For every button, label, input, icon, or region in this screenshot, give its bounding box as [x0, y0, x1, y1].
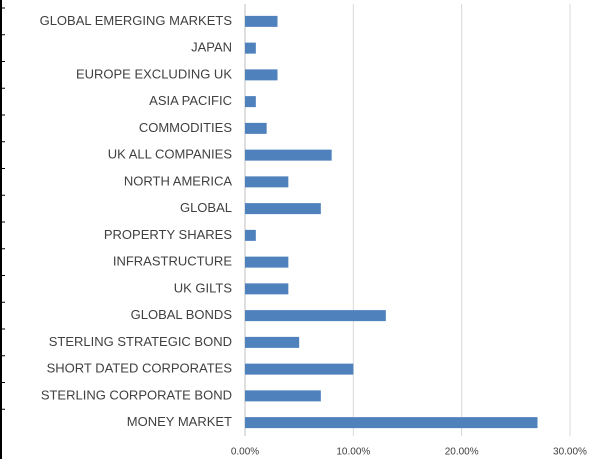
y-tick-label: COMMODITIES [139, 120, 232, 135]
bar [245, 363, 354, 375]
bar [245, 96, 256, 108]
y-tick-label: SHORT DATED CORPORATES [47, 361, 233, 376]
bar [245, 390, 321, 402]
y-tick-label: UK ALL COMPANIES [108, 147, 233, 162]
bar [245, 256, 289, 268]
y-tick-label: ASIA PACIFIC [149, 93, 232, 108]
y-tick-label: MONEY MARKET [127, 414, 232, 429]
bar [245, 229, 256, 241]
bar [245, 69, 278, 81]
y-tick-label: GLOBAL EMERGING MARKETS [40, 13, 233, 28]
bar [245, 203, 321, 215]
y-tick-label: GLOBAL [180, 200, 232, 215]
y-tick-label: NORTH AMERICA [124, 173, 232, 188]
bar [245, 176, 289, 188]
y-tick-label: INFRASTRUCTURE [113, 254, 232, 269]
x-tick-label: 30.00% [553, 447, 587, 458]
bar [245, 310, 386, 322]
y-tick-label: STERLING CORPORATE BOND [41, 387, 232, 402]
bar [245, 122, 267, 134]
y-tick-label: STERLING STRATEGIC BOND [49, 334, 232, 349]
y-tick-label: EUROPE EXCLUDING UK [76, 66, 232, 81]
x-tick-label: 20.00% [445, 447, 479, 458]
x-tick-label: 0.00% [231, 447, 259, 458]
bar [245, 15, 278, 27]
y-tick-label: JAPAN [191, 40, 232, 55]
bar [245, 336, 300, 348]
bar [245, 42, 256, 54]
bar [245, 283, 289, 295]
y-tick-label: GLOBAL BONDS [131, 307, 233, 322]
bar [245, 417, 538, 429]
y-tick-label: PROPERTY SHARES [104, 227, 232, 242]
y-tick-label: UK GILTS [174, 280, 233, 295]
x-tick-label: 10.00% [336, 447, 370, 458]
bar [245, 149, 332, 161]
